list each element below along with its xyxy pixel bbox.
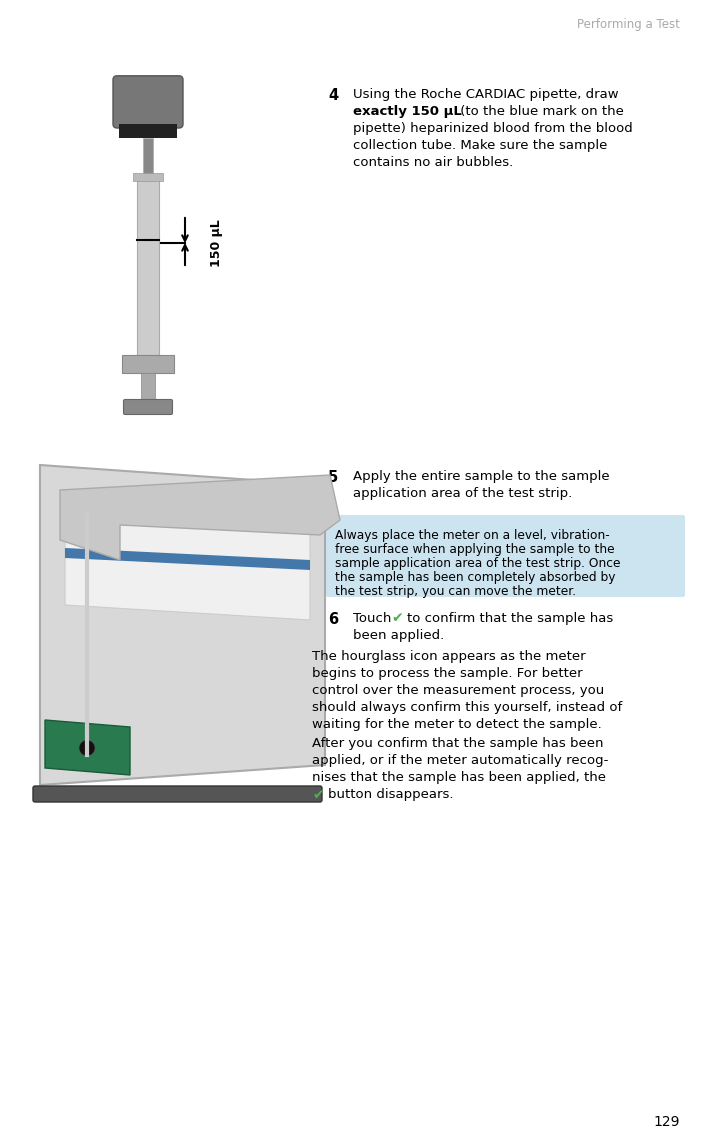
Text: button disappears.: button disappears. (328, 788, 454, 801)
Text: 6: 6 (328, 612, 338, 626)
Text: to confirm that the sample has: to confirm that the sample has (407, 612, 614, 625)
Circle shape (79, 740, 95, 756)
Text: After you confirm that the sample has been: After you confirm that the sample has be… (312, 737, 604, 749)
Text: 4: 4 (328, 88, 338, 103)
Bar (141, 372, 155, 401)
Text: sample application area of the test strip. Once: sample application area of the test stri… (335, 557, 621, 570)
Polygon shape (40, 465, 325, 785)
Text: 129: 129 (653, 1115, 680, 1129)
Text: the test strip, you can move the meter.: the test strip, you can move the meter. (335, 585, 576, 598)
Text: Apply the entire sample to the sample: Apply the entire sample to the sample (353, 470, 609, 483)
FancyBboxPatch shape (326, 515, 685, 597)
Text: Touch: Touch (353, 612, 395, 625)
Text: control over the measurement process, you: control over the measurement process, yo… (312, 685, 604, 697)
Text: contains no air bubbles.: contains no air bubbles. (353, 156, 513, 169)
Text: pipette) heparinized blood from the blood: pipette) heparinized blood from the bloo… (353, 122, 633, 136)
Text: The hourglass icon appears as the meter: The hourglass icon appears as the meter (312, 650, 586, 663)
Text: exactly 150 μL: exactly 150 μL (353, 105, 462, 118)
Text: should always confirm this yourself, instead of: should always confirm this yourself, ins… (312, 700, 622, 714)
Bar (137, 175, 159, 355)
Bar (143, 138, 153, 175)
Text: collection tube. Make sure the sample: collection tube. Make sure the sample (353, 139, 607, 151)
Bar (133, 173, 163, 181)
FancyBboxPatch shape (113, 76, 183, 128)
Text: Always place the meter on a level, vibration-: Always place the meter on a level, vibra… (335, 528, 610, 542)
Text: 5: 5 (328, 470, 338, 485)
Text: Using the Roche CARDIAC pipette, draw: Using the Roche CARDIAC pipette, draw (353, 88, 619, 101)
Text: free surface when applying the sample to the: free surface when applying the sample to… (335, 543, 614, 556)
Polygon shape (65, 548, 310, 570)
Text: applied, or if the meter automatically recog-: applied, or if the meter automatically r… (312, 754, 609, 767)
FancyBboxPatch shape (33, 786, 322, 802)
Text: been applied.: been applied. (353, 629, 444, 642)
Text: the sample has been completely absorbed by: the sample has been completely absorbed … (335, 571, 616, 584)
Text: application area of the test strip.: application area of the test strip. (353, 487, 572, 500)
FancyBboxPatch shape (124, 400, 173, 415)
Text: (to the blue mark on the: (to the blue mark on the (456, 105, 624, 118)
Text: ✔: ✔ (312, 788, 324, 802)
Text: waiting for the meter to detect the sample.: waiting for the meter to detect the samp… (312, 718, 602, 731)
Text: nises that the sample has been applied, the: nises that the sample has been applied, … (312, 771, 606, 784)
Text: begins to process the sample. For better: begins to process the sample. For better (312, 667, 582, 680)
Polygon shape (65, 515, 310, 620)
Polygon shape (60, 475, 340, 560)
Text: ✔: ✔ (391, 611, 402, 625)
Bar (119, 124, 177, 138)
Text: 150 μL: 150 μL (210, 219, 223, 267)
Bar (122, 355, 174, 372)
Text: Performing a Test: Performing a Test (577, 18, 680, 31)
Polygon shape (45, 720, 130, 775)
